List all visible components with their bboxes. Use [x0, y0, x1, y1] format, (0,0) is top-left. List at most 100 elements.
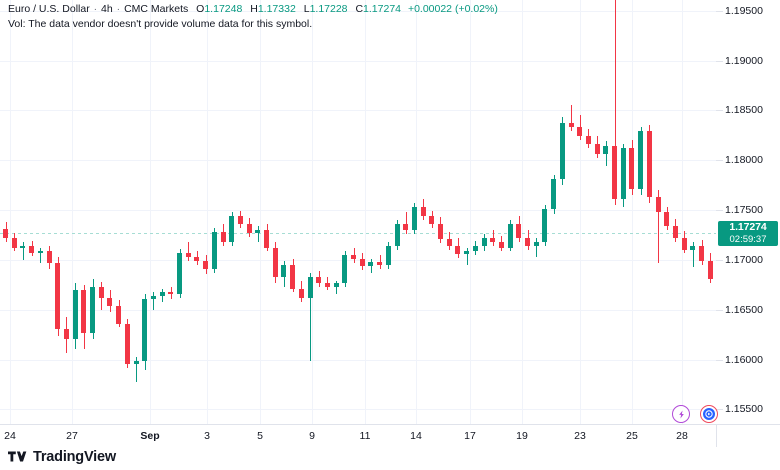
candle-body: [672, 226, 678, 238]
current-price-badge: 1.17274 02:59:37: [718, 221, 778, 246]
candle-body: [638, 130, 644, 190]
bar-countdown: 02:59:37: [729, 234, 767, 245]
bar-replay-button[interactable]: [700, 405, 718, 423]
candle-body: [342, 255, 348, 283]
grid-line-vertical: [632, 0, 633, 424]
candle-wick: [136, 356, 137, 383]
candle-body: [20, 245, 26, 248]
candle-body: [3, 229, 8, 238]
candle-body: [81, 290, 87, 334]
grid-line-vertical: [207, 0, 208, 424]
candle-wick: [658, 190, 659, 264]
candle-body: [438, 224, 443, 239]
price-axis-label: 1.18000: [725, 154, 763, 166]
candle-body: [446, 238, 452, 246]
legend-separator-1: ·: [93, 3, 98, 15]
tradingview-logo[interactable]: TradingView: [8, 449, 116, 465]
candle-body: [324, 282, 330, 287]
grid-line-vertical: [72, 0, 73, 424]
grid-line-horizontal: [0, 260, 716, 261]
change-value: +0.00022 (+0.02%): [407, 3, 498, 15]
candle-body: [664, 212, 670, 227]
time-axis-label: 11: [359, 430, 371, 442]
grid-line-vertical: [522, 0, 523, 424]
chart-plot-area[interactable]: [0, 0, 716, 424]
candle-wick: [258, 226, 259, 242]
candle-body: [490, 237, 496, 242]
candle-body: [142, 299, 148, 361]
candle-body: [542, 208, 548, 242]
grid-line-horizontal: [0, 160, 716, 161]
price-tick-dash: [716, 110, 723, 111]
candle-body: [603, 146, 609, 154]
candle-wick: [336, 280, 337, 295]
replay-glyph-icon: [705, 410, 713, 418]
candle-body: [699, 245, 704, 262]
price-axis-label: 1.19000: [725, 55, 763, 67]
candle-body: [594, 144, 600, 154]
price-tick-dash: [716, 160, 723, 161]
time-axis-divider: [0, 424, 780, 425]
candle-body: [420, 206, 426, 217]
low-key: L: [303, 3, 310, 15]
candle-wick: [571, 105, 572, 131]
candle-body: [264, 230, 269, 248]
candle-body: [577, 126, 583, 137]
symbol-name[interactable]: Euro / U.S. Dollar: [8, 3, 90, 15]
candle-body: [403, 224, 409, 231]
candle-body: [681, 237, 687, 250]
candle-body: [194, 257, 200, 262]
candle-wick: [188, 241, 189, 262]
open-value: 1.17248: [204, 3, 243, 15]
exchange-label[interactable]: CMC Markets: [124, 3, 189, 15]
candle-body: [255, 230, 261, 233]
grid-line-horizontal: [0, 110, 716, 111]
legend-separator-2: ·: [116, 3, 121, 15]
current-price-line: [0, 233, 716, 234]
candle-body: [290, 265, 296, 289]
high-value: 1.17332: [257, 3, 296, 15]
replay-icon: [703, 408, 715, 420]
candle-body: [411, 206, 417, 231]
candle-body: [237, 216, 243, 225]
price-tick-dash: [716, 210, 723, 211]
candle-wick: [467, 247, 468, 266]
price-axis-label: 1.16500: [725, 304, 763, 316]
price-axis-label: 1.17000: [725, 254, 763, 266]
candle-body: [585, 136, 591, 145]
candle-body: [185, 253, 191, 258]
close-value: 1.17274: [363, 3, 402, 15]
price-tick-dash: [716, 61, 723, 62]
grid-line-vertical: [150, 0, 151, 424]
tradingview-wordmark: TradingView: [33, 449, 116, 465]
candle-body: [124, 323, 130, 364]
time-axis-label: Sep: [140, 430, 160, 442]
time-axis-label: 27: [66, 430, 78, 442]
time-axis-label: 14: [410, 430, 422, 442]
candle-wick: [310, 272, 311, 361]
candle-body: [429, 216, 435, 225]
grid-line-vertical: [580, 0, 581, 424]
lightning-bolt-button[interactable]: [672, 405, 690, 423]
candle-body: [298, 288, 304, 299]
candle-body: [646, 130, 652, 197]
candle-body: [507, 224, 513, 248]
candle-wick: [406, 212, 407, 234]
candle-wick: [371, 259, 372, 273]
grid-line-horizontal: [0, 210, 716, 211]
candle-body: [63, 329, 69, 340]
time-axis-label: 19: [516, 430, 528, 442]
interval-label[interactable]: 4h: [101, 3, 113, 15]
time-axis[interactable]: 24 27 Sep 3 5 9 11 14 17 19 23 25 28: [0, 425, 716, 447]
candle-body: [46, 251, 52, 264]
candle-body: [90, 286, 95, 334]
candle-body: [368, 262, 374, 267]
grid-line-vertical: [682, 0, 683, 424]
grid-line-horizontal: [0, 310, 716, 311]
candle-body: [481, 237, 487, 246]
open-key: O: [196, 3, 205, 15]
time-axis-label: 23: [574, 430, 586, 442]
price-axis[interactable]: 1.17274 02:59:37 1.19500 1.19000 1.18500 1.…: [716, 0, 780, 424]
grid-line-horizontal: [0, 61, 716, 62]
